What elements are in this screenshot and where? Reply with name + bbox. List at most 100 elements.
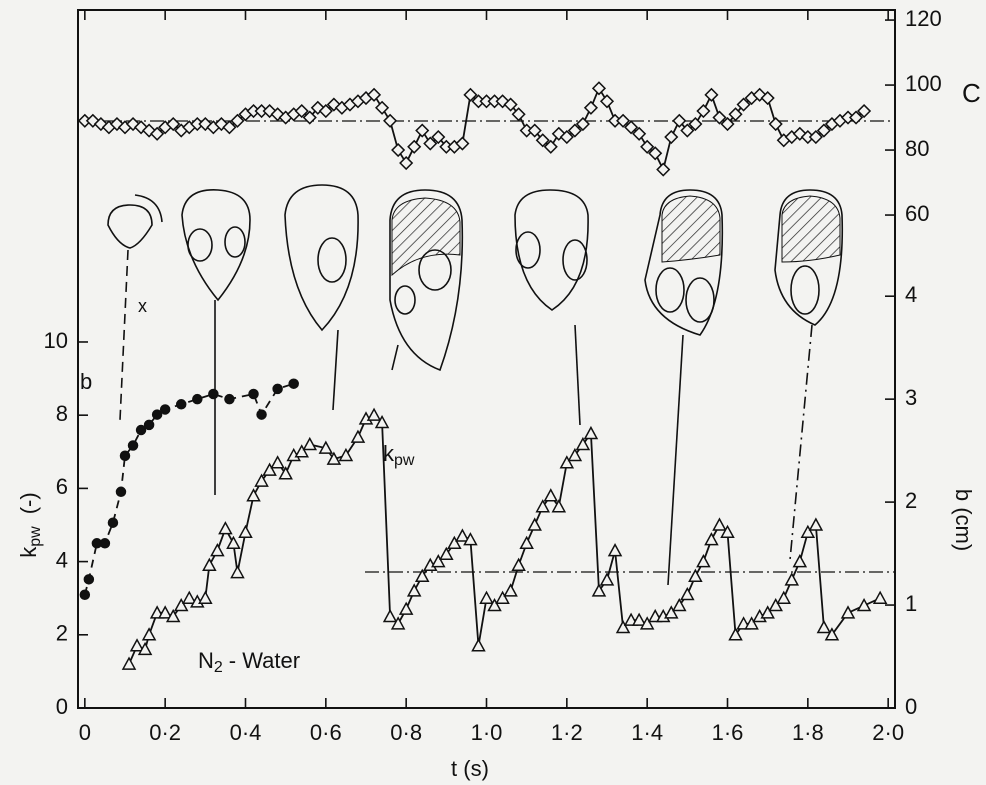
data-point — [688, 116, 703, 132]
y-axis-label: kpw (-) — [16, 492, 44, 557]
data-point — [270, 455, 285, 469]
data-point — [135, 424, 147, 436]
data-point — [575, 116, 590, 132]
data-point — [720, 116, 735, 132]
y3-tick-label: 100 — [905, 71, 942, 96]
y-axis-label-sub: pw — [27, 526, 44, 547]
data-point — [704, 532, 719, 546]
annotation-sub: 2 — [214, 659, 223, 676]
data-point — [414, 568, 430, 582]
annotation: - Water — [229, 648, 300, 673]
data-point — [375, 100, 390, 115]
annotation-sub: pw — [394, 452, 415, 469]
x-tick-label: 0·8 — [390, 720, 422, 745]
data-point — [248, 388, 259, 400]
data-point — [736, 97, 751, 112]
data-point — [338, 447, 354, 462]
data-point — [366, 87, 382, 102]
x-tick-label: 0·4 — [230, 720, 262, 745]
data-point — [792, 554, 808, 568]
data-point — [696, 554, 711, 568]
data-point — [511, 557, 526, 572]
x-tick-label: 1·6 — [712, 720, 744, 745]
data-point — [151, 409, 163, 420]
y2-tick-label: 0 — [905, 694, 917, 719]
data-point — [607, 543, 623, 557]
data-point — [808, 517, 824, 531]
x-tick-label: 1·0 — [471, 720, 503, 745]
annotation: k — [383, 441, 395, 466]
data-point — [192, 393, 203, 405]
data-point — [487, 597, 502, 612]
data-point — [599, 572, 615, 586]
data-point — [631, 612, 647, 626]
x-tick-label: 0·2 — [149, 720, 181, 745]
y3-axis-label: C — [962, 78, 981, 108]
data-point — [624, 120, 639, 135]
data-point — [256, 409, 267, 420]
data-point — [391, 142, 406, 158]
data-point — [382, 608, 398, 623]
data-point — [551, 499, 567, 513]
data-point — [302, 110, 317, 125]
data-point — [390, 616, 406, 630]
data-point — [224, 393, 235, 405]
annotation: x — [138, 296, 147, 316]
data-point — [591, 81, 607, 96]
data-point — [535, 499, 550, 513]
data-point — [398, 601, 414, 615]
data-point — [648, 146, 663, 161]
data-point — [350, 429, 366, 443]
data-point — [808, 129, 823, 145]
y2-tick-label: 2 — [905, 488, 917, 513]
data-point — [776, 590, 792, 604]
annotation: N — [198, 648, 214, 673]
data-point — [407, 139, 422, 154]
data-point — [857, 103, 872, 119]
data-point — [824, 627, 840, 641]
data-point — [720, 524, 735, 539]
y2-axis-label: b (cm) — [951, 489, 976, 551]
y3-tick-label: 80 — [905, 136, 929, 161]
y-tick-label: 0 — [56, 694, 68, 719]
data-point — [559, 129, 574, 145]
data-point — [226, 535, 241, 550]
data-point — [366, 407, 382, 421]
data-point — [527, 123, 542, 138]
x-tick-label: 1·4 — [631, 720, 663, 745]
data-point — [527, 517, 542, 531]
y2-tick-label: 4 — [905, 282, 917, 307]
data-point — [326, 451, 342, 465]
data-point — [119, 450, 131, 462]
data-point — [439, 546, 454, 561]
data-point — [479, 590, 494, 604]
data-point — [230, 565, 245, 579]
data-point — [543, 139, 558, 154]
data-point — [165, 608, 181, 623]
data-point — [150, 126, 165, 141]
data-point — [712, 110, 727, 125]
data-point — [567, 447, 583, 462]
data-point — [728, 627, 743, 641]
data-point — [383, 113, 398, 128]
data-point — [254, 473, 269, 487]
data-point — [583, 425, 599, 440]
y-tick-label: 2 — [56, 621, 68, 646]
data-point — [696, 103, 711, 119]
data-point — [294, 103, 309, 119]
data-point — [511, 107, 526, 122]
data-point — [278, 466, 293, 480]
data-point — [423, 136, 438, 151]
y-axis-label: (-) — [16, 492, 41, 514]
data-point — [202, 557, 217, 572]
data-point — [848, 110, 864, 125]
x-tick-label: 0 — [79, 720, 91, 745]
data-point — [463, 87, 478, 102]
data-point — [175, 399, 187, 410]
x-tick-label: 1·8 — [792, 720, 824, 745]
data-point — [230, 113, 245, 128]
series-line — [128, 414, 881, 665]
data-point — [640, 139, 655, 154]
y-tick-label: 10 — [44, 328, 68, 353]
data-point — [294, 444, 309, 458]
